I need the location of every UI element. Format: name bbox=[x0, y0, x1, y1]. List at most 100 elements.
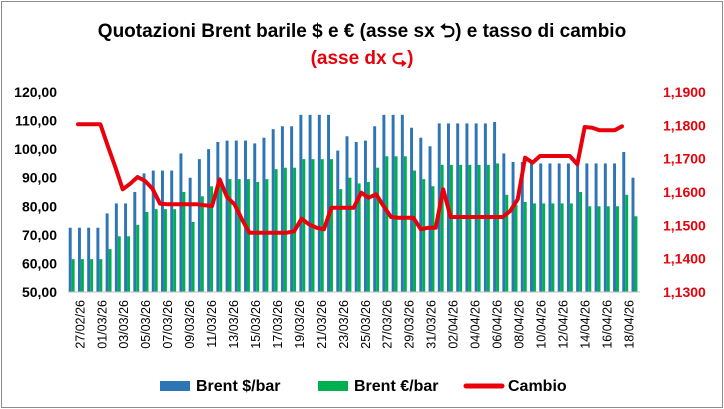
bar-brent-eur bbox=[449, 164, 453, 292]
bar-brent-usd bbox=[613, 163, 617, 292]
bar-brent-usd bbox=[363, 140, 367, 292]
bar-brent-eur bbox=[431, 186, 435, 292]
bar-brent-eur bbox=[283, 167, 287, 292]
bar-brent-usd bbox=[557, 163, 561, 292]
chart-title-line1: Quotazioni Brent barile $ e € (asse sx ⮌… bbox=[98, 21, 626, 42]
left-tick-label: 100,00 bbox=[14, 141, 57, 157]
bar-brent-eur bbox=[339, 189, 343, 292]
bar-brent-eur bbox=[625, 194, 629, 292]
bar-brent-usd bbox=[271, 129, 275, 292]
legend-swatch-brent-eur bbox=[318, 381, 348, 391]
bar-brent-eur bbox=[145, 212, 149, 292]
bar-brent-usd bbox=[631, 177, 635, 292]
bar-brent-eur bbox=[99, 259, 103, 292]
bar-brent-usd bbox=[428, 146, 432, 292]
right-axis: 1,1300 1,1400 1,1500 1,1600 1,1700 1,1800 1,19… bbox=[663, 84, 706, 300]
x-tick-label: 04/04/26 bbox=[469, 300, 483, 349]
bar-brent-eur bbox=[71, 259, 75, 292]
bar-brent-eur bbox=[330, 159, 333, 292]
bar-brent-usd bbox=[410, 127, 414, 292]
bar-brent-usd bbox=[465, 123, 469, 292]
bar-brent-eur bbox=[274, 169, 278, 292]
bar-brent-eur bbox=[468, 164, 472, 292]
bar-brent-usd bbox=[87, 227, 91, 292]
left-tick-label: 70,00 bbox=[22, 227, 57, 243]
bar-brent-eur bbox=[440, 164, 444, 292]
bar-brent-usd bbox=[280, 126, 284, 293]
x-tick-label: 19/03/26 bbox=[293, 300, 307, 349]
line-cambio bbox=[76, 122, 624, 235]
bar-brent-eur bbox=[357, 183, 361, 292]
left-tick-label: 50,00 bbox=[22, 284, 57, 300]
bar-brent-eur bbox=[579, 192, 583, 292]
bar-brent-eur bbox=[200, 196, 204, 292]
bar-brent-eur bbox=[532, 203, 536, 292]
x-tick-label: 01/03/26 bbox=[95, 300, 109, 349]
bar-brent-eur bbox=[422, 179, 426, 292]
bar-brent-usd bbox=[327, 114, 331, 292]
bar-brent-usd bbox=[114, 203, 118, 292]
bar-brent-eur bbox=[117, 236, 121, 292]
bar-brent-eur bbox=[616, 206, 619, 292]
x-tick-label: 07/03/26 bbox=[161, 300, 175, 349]
bar-brent-usd bbox=[317, 114, 321, 292]
x-tick-label: 16/04/26 bbox=[600, 300, 614, 349]
bar-brent-usd bbox=[530, 163, 533, 292]
bar-brent-eur bbox=[163, 209, 167, 292]
bar-brent-usd bbox=[151, 170, 155, 292]
x-tick-label: 31/03/26 bbox=[425, 300, 439, 349]
legend-label-brent-usd: Brent $/bar bbox=[196, 378, 280, 395]
bar-brent-eur bbox=[108, 249, 112, 292]
x-tick-label: 27/02/26 bbox=[73, 300, 87, 349]
bar-brent-eur bbox=[265, 179, 269, 292]
x-tick-label: 27/03/26 bbox=[381, 300, 395, 349]
bar-brent-usd bbox=[622, 152, 626, 292]
bar-brent-eur bbox=[136, 224, 140, 292]
bar-brent-eur bbox=[514, 204, 518, 292]
x-tick-label: 18/04/26 bbox=[622, 300, 636, 349]
bar-brent-usd bbox=[520, 162, 524, 292]
bar-brent-usd bbox=[419, 137, 423, 292]
x-tick-label: 03/03/26 bbox=[117, 300, 131, 349]
bar-brent-usd bbox=[585, 163, 589, 292]
bar-brent-eur bbox=[246, 179, 250, 292]
x-tick-label: 15/03/26 bbox=[249, 300, 263, 349]
bar-brent-usd bbox=[493, 122, 497, 292]
series-cambio bbox=[76, 122, 624, 235]
bar-brent-usd bbox=[373, 126, 377, 293]
legend: Brent $/bar Brent €/bar Cambio bbox=[160, 378, 567, 395]
x-tick-label: 08/04/26 bbox=[512, 300, 526, 349]
left-tick-label: 90,00 bbox=[22, 170, 57, 186]
bar-brent-eur bbox=[560, 203, 564, 292]
bar-brent-eur bbox=[302, 159, 306, 292]
bar-brent-usd bbox=[594, 163, 598, 292]
x-tick-label: 29/03/26 bbox=[403, 300, 417, 349]
bar-brent-eur bbox=[256, 182, 260, 292]
bar-brent-usd bbox=[133, 192, 137, 292]
bar-brent-eur bbox=[403, 156, 407, 292]
bar-brent-eur bbox=[348, 177, 352, 292]
left-tick-label: 60,00 bbox=[22, 255, 57, 271]
bar-brent-eur bbox=[228, 179, 232, 292]
x-tick-label: 10/04/26 bbox=[534, 300, 548, 349]
bar-brent-usd bbox=[354, 142, 358, 292]
bar-brent-usd bbox=[216, 142, 220, 292]
bar-brent-usd bbox=[539, 163, 543, 292]
bar-brent-usd bbox=[244, 140, 247, 292]
bar-brent-usd bbox=[170, 170, 174, 292]
x-tick-label: 23/03/26 bbox=[337, 300, 351, 349]
bar-brent-eur bbox=[634, 216, 638, 292]
bar-brent-eur bbox=[366, 182, 370, 292]
legend-label-cambio: Cambio bbox=[508, 378, 567, 395]
bar-brent-usd bbox=[262, 137, 266, 292]
bar-brent-eur bbox=[588, 206, 592, 292]
series-brent-eur bbox=[71, 156, 638, 292]
bar-brent-usd bbox=[96, 227, 100, 292]
x-axis: 27/02/26 01/03/26 03/03/26 05/03/26 07/03/26… bbox=[73, 300, 636, 349]
bar-brent-eur bbox=[486, 164, 490, 292]
bar-brent-usd bbox=[474, 123, 478, 292]
x-tick-label: 21/03/26 bbox=[315, 300, 329, 349]
right-tick-label: 1,1300 bbox=[663, 284, 706, 300]
